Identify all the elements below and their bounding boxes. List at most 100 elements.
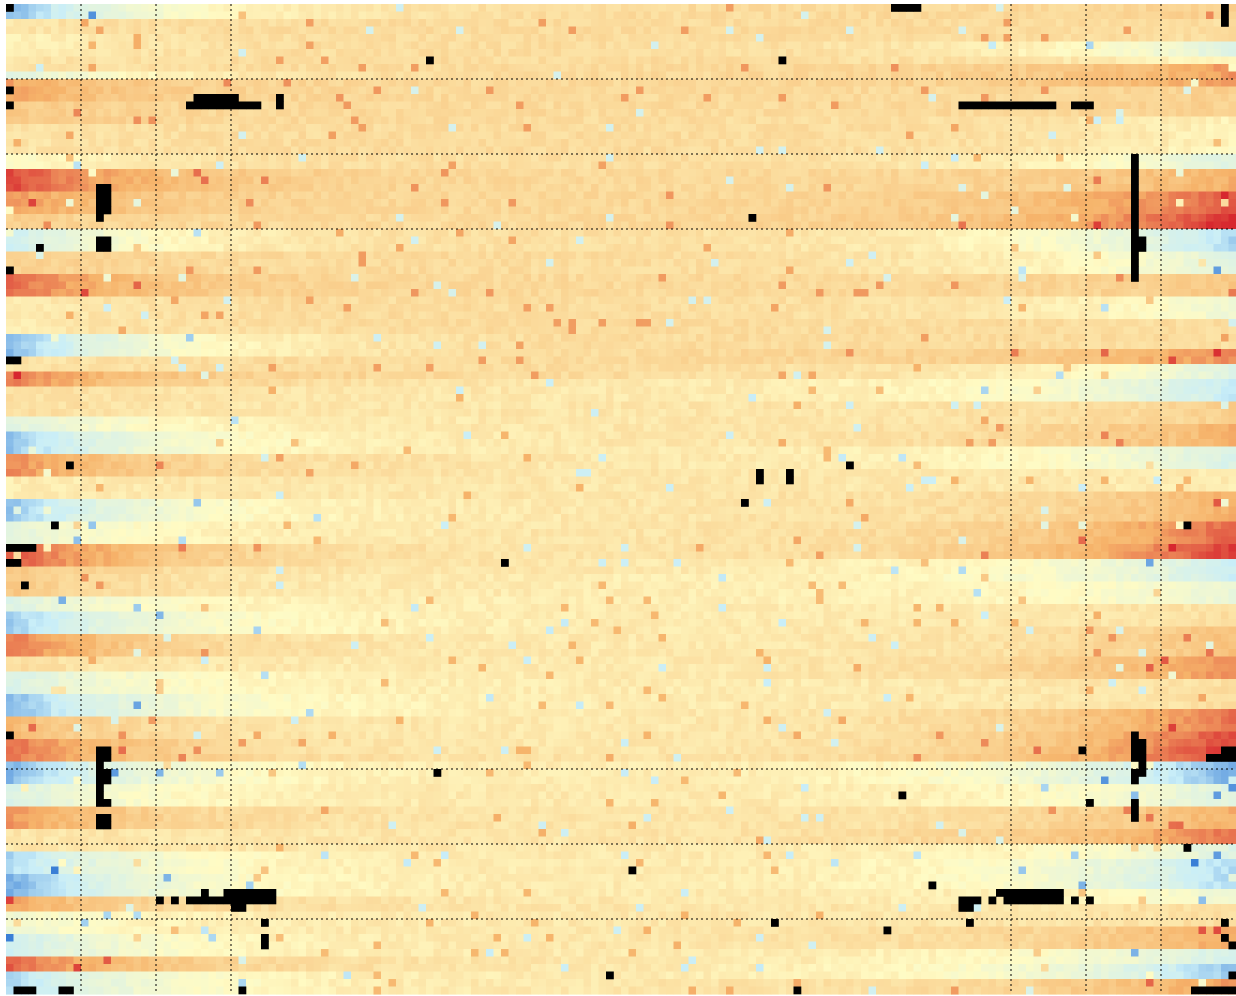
heatmap-cell	[1228, 34, 1236, 43]
heatmap-cell	[651, 101, 660, 110]
heatmap-cell	[666, 94, 675, 103]
heatmap-cell	[703, 34, 712, 43]
heatmap-cell	[613, 154, 622, 163]
heatmap-cell	[621, 26, 630, 35]
heatmap-cell	[1183, 146, 1192, 155]
heatmap-cell	[111, 184, 120, 193]
heatmap-cell	[516, 161, 525, 170]
heatmap-cell	[741, 116, 750, 125]
heatmap-cell	[223, 131, 232, 140]
heatmap-cell	[283, 139, 292, 148]
heatmap-cell	[1198, 56, 1207, 65]
heatmap-cell	[178, 109, 187, 118]
heatmap-cell	[853, 4, 862, 13]
heatmap-cell	[928, 11, 937, 20]
heatmap-cell	[21, 56, 30, 65]
heatmap-cell	[763, 199, 772, 208]
heatmap-cell	[6, 131, 15, 140]
heatmap-cell	[433, 199, 442, 208]
heatmap-cell	[816, 79, 825, 88]
heatmap-cell	[928, 154, 937, 163]
heatmap-cell	[21, 229, 30, 238]
heatmap-cell	[651, 41, 660, 50]
heatmap-cell	[1168, 146, 1177, 155]
heatmap-cell	[988, 124, 997, 133]
heatmap-cell	[763, 64, 772, 73]
heatmap-cell	[66, 94, 75, 103]
heatmap-cell	[591, 56, 600, 65]
heatmap-cell	[1011, 34, 1020, 43]
heatmap-cell	[456, 101, 465, 110]
heatmap-cell	[351, 19, 360, 28]
heatmap-cell	[1003, 71, 1012, 80]
heatmap-cell	[1063, 79, 1072, 88]
heatmap-cell	[726, 169, 735, 178]
heatmap-cell	[973, 139, 982, 148]
heatmap-cell	[643, 56, 652, 65]
heatmap-cell	[1041, 19, 1050, 28]
heatmap-cell	[1213, 56, 1222, 65]
heatmap-cell	[291, 116, 300, 125]
heatmap-cell	[943, 139, 952, 148]
heatmap-cell	[531, 124, 540, 133]
heatmap-cell	[801, 26, 810, 35]
heatmap-cell	[771, 214, 780, 223]
heatmap-cell	[336, 109, 345, 118]
heatmap-cell	[688, 4, 697, 13]
heatmap-cell	[163, 4, 172, 13]
heatmap-cell	[328, 11, 337, 20]
heatmap-cell	[261, 176, 270, 185]
heatmap-cell	[388, 26, 397, 35]
heatmap-cell	[73, 41, 82, 50]
heatmap-cell	[253, 131, 262, 140]
heatmap-cell	[463, 86, 472, 95]
heatmap-cell	[418, 176, 427, 185]
heatmap-cell	[778, 11, 787, 20]
heatmap-cell	[658, 221, 667, 230]
heatmap-cell	[1063, 34, 1072, 43]
heatmap-cell	[913, 11, 922, 20]
heatmap-cell	[1191, 214, 1200, 223]
heatmap-cell	[583, 161, 592, 170]
heatmap-cell	[88, 154, 97, 163]
heatmap-cell	[1191, 4, 1200, 13]
heatmap-cell	[298, 101, 307, 110]
heatmap-cell	[966, 94, 975, 103]
heatmap-cell	[576, 124, 585, 133]
heatmap-cell	[936, 71, 945, 80]
heatmap-cell	[486, 214, 495, 223]
heatmap-cell	[118, 101, 127, 110]
heatmap-cell	[793, 169, 802, 178]
heatmap-cell	[756, 184, 765, 193]
heatmap-cell	[246, 221, 255, 230]
heatmap-cell	[628, 131, 637, 140]
heatmap-cell	[336, 206, 345, 215]
heatmap-cell	[651, 146, 660, 155]
heatmap-cell	[561, 4, 570, 13]
heatmap-cell	[1228, 221, 1236, 230]
heatmap-cell	[6, 11, 15, 20]
heatmap-cell	[373, 191, 382, 200]
heatmap-cell	[1206, 124, 1215, 133]
heatmap-cell	[486, 26, 495, 35]
heatmap-cell	[868, 34, 877, 43]
heatmap-cell	[1176, 116, 1185, 125]
heatmap-cell	[771, 116, 780, 125]
heatmap-cell	[1086, 221, 1095, 230]
heatmap-cell	[501, 34, 510, 43]
heatmap-cell	[343, 206, 352, 215]
heatmap-cell	[1183, 19, 1192, 28]
heatmap-cell	[1041, 94, 1050, 103]
heatmap-cell	[1018, 64, 1027, 73]
heatmap-cell	[501, 56, 510, 65]
heatmap-cell	[373, 49, 382, 58]
heatmap-cell	[373, 4, 382, 13]
heatmap-cell	[306, 64, 315, 73]
heatmap-cell	[208, 109, 217, 118]
heatmap-cell	[351, 71, 360, 80]
heatmap-cell	[201, 116, 210, 125]
heatmap-cell	[711, 101, 720, 110]
heatmap-cell	[643, 161, 652, 170]
heatmap-cell	[516, 34, 525, 43]
heatmap-cell	[321, 199, 330, 208]
